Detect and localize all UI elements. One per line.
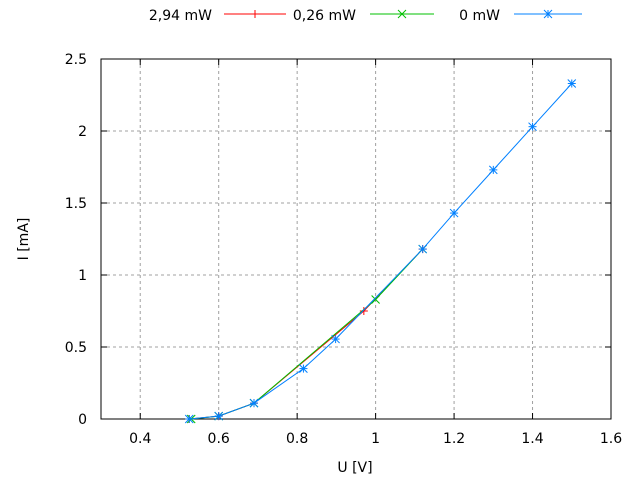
x-tick-label: 1 [371,431,380,447]
data-point [371,295,380,304]
y-tick-label: 2.5 [65,52,87,68]
y-axis-label: I [mA] [16,218,32,261]
y-tick-label: 2 [78,124,87,140]
y-tick-label: 0.5 [65,340,87,356]
x-tick-label: 0.8 [286,431,308,447]
data-point [331,334,340,344]
series-line [189,83,573,420]
x-tick-label: 0.6 [208,431,230,447]
legend-marker [397,9,407,19]
legend-label: 2,94 mW [149,8,212,24]
legend-label: 0,26 mW [293,8,356,24]
data-point [567,79,577,88]
data-point [249,398,259,408]
x-tick-label: 1.2 [443,431,465,447]
data-point [299,364,308,373]
x-tick-label: 1.4 [521,431,543,447]
grid [101,58,612,420]
legend-marker [543,9,553,19]
series-1 [186,244,428,424]
ticks: 0.4 0.6 0.8 1 1.2 1.4 1.6 0 0.5 1 1.5 2 2.5 [65,52,622,447]
series-2 [184,79,577,424]
data-point [528,122,537,132]
y-tick-label: 1 [78,268,87,284]
data-point [449,208,459,218]
y-tick-label: 0 [78,412,87,428]
y-tick-label: 1.5 [65,196,87,212]
x-axis-label: U [V] [337,460,372,476]
data-point [418,244,428,254]
legend-label: 0 mW [459,8,500,24]
x-tick-label: 0.4 [129,431,151,447]
plot-border [100,58,612,420]
series-0 [185,245,427,423]
data-point [184,414,194,424]
data-point [488,165,498,175]
x-tick-label: 1.6 [600,431,622,447]
legend: 2,94 mW 0,26 mW 0 mW [149,8,582,24]
series-group [184,79,577,424]
data-point [214,411,224,421]
